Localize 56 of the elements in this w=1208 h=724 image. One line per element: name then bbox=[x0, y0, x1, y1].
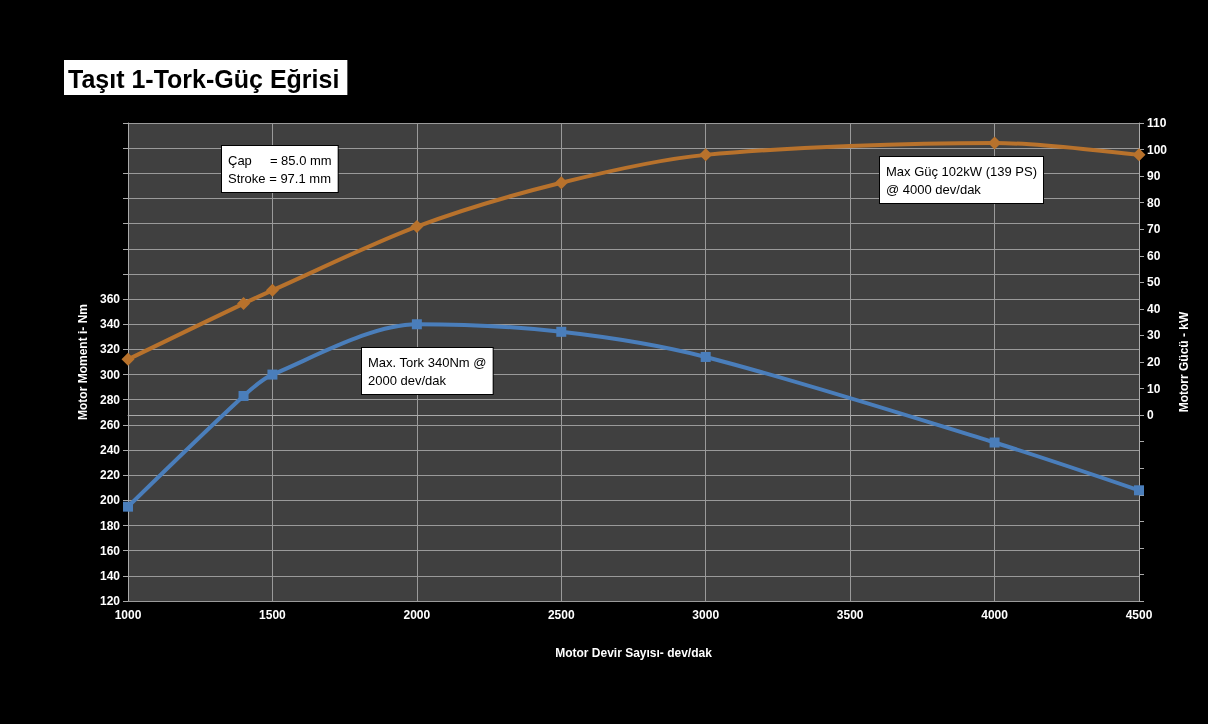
annotation: Max Güç 102kW (139 PS) @ 4000 dev/dak bbox=[886, 163, 1037, 197]
point bbox=[123, 501, 133, 512]
x-tick-label: 2000 bbox=[403, 608, 431, 622]
y2-tick-label: 80 bbox=[1147, 195, 1161, 210]
point bbox=[554, 176, 568, 190]
y2-tick-label: 30 bbox=[1147, 328, 1161, 343]
y-tick-label: 140 bbox=[99, 568, 121, 583]
annotation: Max. Tork 340Nm @ 2000 dev/dak bbox=[368, 354, 487, 388]
point bbox=[411, 319, 422, 330]
point bbox=[267, 369, 278, 380]
x-axis-title: Motor Devir Sayısı- dev/dak bbox=[555, 646, 713, 660]
x-tick-label: 1500 bbox=[259, 608, 287, 622]
y-tick-label: 120 bbox=[99, 594, 121, 608]
x-tick-label: 4000 bbox=[981, 608, 1009, 622]
point bbox=[410, 220, 424, 234]
x-tick-label: 3000 bbox=[692, 608, 720, 622]
y-tick-label: 300 bbox=[99, 367, 121, 382]
y2-tick-label: 60 bbox=[1147, 248, 1161, 263]
y-tick-label: 160 bbox=[99, 543, 121, 558]
y2-tick-label: 50 bbox=[1147, 275, 1161, 290]
point bbox=[700, 351, 711, 362]
y2-tick-label: 110 bbox=[1147, 116, 1167, 130]
y-tick-label: 200 bbox=[99, 493, 121, 508]
x-tick-label: 4500 bbox=[1125, 608, 1153, 622]
y2-tick-label: 70 bbox=[1147, 222, 1161, 237]
y-tick-label: 320 bbox=[99, 342, 121, 357]
x-tick-label: 3500 bbox=[836, 608, 864, 622]
y2-tick-label: 40 bbox=[1147, 301, 1161, 316]
x-tick-label: 1000 bbox=[114, 608, 142, 622]
point bbox=[699, 148, 713, 162]
point bbox=[989, 437, 1000, 448]
point bbox=[121, 352, 135, 366]
annotation: Çap = 85.0 mm Stroke = 97.1 mm bbox=[228, 152, 332, 186]
y-tick-label: 240 bbox=[99, 443, 121, 458]
y2-tick-label: 0 bbox=[1147, 408, 1154, 423]
x-tick-label: 2500 bbox=[547, 608, 575, 622]
point bbox=[556, 326, 567, 337]
y-tick-label: 340 bbox=[99, 317, 121, 332]
y2-tick-label: 90 bbox=[1147, 169, 1161, 184]
point bbox=[1132, 148, 1146, 162]
chart-title: Taşıt 1-Tork-Güç Eğrisi bbox=[68, 64, 340, 93]
point bbox=[988, 136, 1002, 150]
y2-tick-label: 20 bbox=[1147, 355, 1161, 369]
point bbox=[237, 297, 251, 311]
y-tick-label: 260 bbox=[99, 417, 121, 432]
y-axis-title: Motor Moment i- Nm bbox=[76, 304, 91, 420]
y2-tick-label: 100 bbox=[1147, 142, 1168, 157]
y-tick-label: 280 bbox=[99, 392, 121, 407]
y-tick-label: 360 bbox=[99, 292, 121, 307]
y-tick-label: 220 bbox=[99, 468, 121, 483]
y2-axis-title: Motorr Gücü - kW bbox=[1176, 311, 1191, 413]
point bbox=[1134, 485, 1144, 496]
point bbox=[265, 283, 279, 297]
y-tick-label: 180 bbox=[99, 518, 121, 533]
point bbox=[238, 390, 249, 401]
y2-tick-label: 10 bbox=[1147, 381, 1161, 396]
